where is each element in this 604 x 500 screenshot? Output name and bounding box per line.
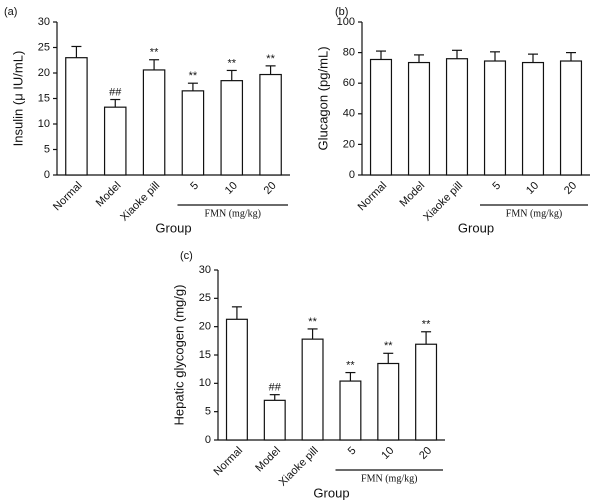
x-tick-label: Xiaoke pill	[421, 180, 465, 224]
x-axis-label: Group	[458, 220, 494, 235]
y-tick-label: 30	[199, 264, 211, 276]
y-tick-label: 15	[199, 349, 211, 361]
x-axis-label: Group	[155, 220, 191, 235]
error-bar	[528, 53, 538, 63]
x-tick-label: Xiaoke pill	[118, 180, 162, 224]
y-tick-label: 15	[38, 92, 50, 104]
y-tick-label: 25	[38, 41, 50, 53]
x-tick-label: 10	[223, 180, 240, 197]
bar	[415, 343, 438, 441]
x-tick-label: Xiaoke pill	[277, 445, 321, 489]
bar	[225, 318, 248, 441]
significance: **	[346, 359, 355, 371]
x-tick-label: Normal	[356, 180, 390, 214]
bar	[220, 80, 244, 176]
significance: **	[422, 319, 431, 331]
panel-label: (b)	[335, 6, 348, 18]
error-bar	[269, 394, 280, 401]
bar	[377, 362, 400, 441]
error-bar	[110, 98, 121, 108]
y-tick-label: 0	[349, 169, 355, 181]
x-tick-label: 10	[379, 445, 396, 462]
error-bar	[187, 82, 198, 91]
error-bar	[383, 352, 394, 364]
bar	[301, 338, 324, 441]
error-bar	[149, 59, 160, 70]
significance: ##	[109, 86, 122, 98]
group-label: FMN (mg/kg)	[506, 208, 562, 219]
error-bar	[414, 54, 424, 63]
bar	[559, 60, 583, 176]
error-bar	[421, 331, 432, 345]
bar	[263, 399, 286, 441]
error-bar	[71, 45, 82, 58]
y-axis-label: Glucagon (pg/mL)	[315, 46, 330, 150]
y-tick-label: 20	[199, 321, 211, 333]
bar	[181, 90, 205, 176]
error-bar	[452, 49, 462, 59]
bar	[142, 69, 166, 176]
x-tick-label: 20	[562, 180, 579, 197]
error-bar	[376, 50, 386, 60]
error-bar	[231, 306, 242, 320]
significance: **	[266, 53, 275, 65]
bar	[369, 58, 393, 176]
y-tick-label: 20	[38, 67, 50, 79]
x-tick-label: Normal	[51, 180, 85, 214]
y-tick-label: 0	[205, 434, 211, 446]
y-tick-label: 100	[337, 16, 355, 28]
bar	[103, 106, 127, 176]
bar	[445, 58, 469, 176]
bar	[339, 380, 362, 441]
x-tick-label: Model	[253, 445, 283, 475]
x-tick-label: 5	[188, 180, 201, 193]
x-tick-label: 20	[417, 445, 434, 462]
x-tick-label: Model	[94, 180, 124, 210]
y-axis-label: Hepatic glycogen (mg/g)	[171, 285, 186, 426]
group-label: FMN (mg/kg)	[205, 208, 261, 219]
group-label: FMN (mg/kg)	[361, 473, 417, 484]
significance: **	[308, 316, 317, 328]
significance: **	[384, 340, 393, 352]
error-bar	[307, 328, 318, 340]
x-tick-label: 5	[346, 445, 359, 458]
error-bar	[490, 51, 500, 62]
y-tick-label: 5	[205, 406, 211, 418]
y-tick-label: 10	[38, 118, 50, 130]
y-tick-label: 30	[38, 16, 50, 28]
y-tick-label: 0	[44, 169, 50, 181]
error-bar	[566, 51, 576, 62]
significance: **	[189, 70, 198, 82]
x-tick-label: 5	[490, 180, 503, 193]
error-bar	[226, 69, 237, 81]
significance: **	[227, 57, 236, 69]
y-tick-label: 25	[199, 292, 211, 304]
y-tick-label: 60	[343, 77, 355, 89]
y-tick-label: 20	[343, 138, 355, 150]
panel-label: (a)	[4, 6, 17, 18]
panel-label: (c)	[180, 250, 193, 262]
x-tick-label: Normal	[212, 445, 246, 479]
bar	[259, 73, 282, 176]
x-tick-label: 20	[262, 180, 279, 197]
bar	[521, 61, 545, 176]
y-tick-label: 40	[343, 108, 355, 120]
error-bar	[265, 65, 276, 75]
y-tick-label: 5	[44, 143, 50, 155]
error-bar	[345, 371, 356, 382]
x-axis-label: Group	[313, 485, 349, 500]
significance: ##	[269, 382, 282, 394]
x-tick-label: 10	[524, 180, 541, 197]
y-axis-label: Insulin (μ IU/mL)	[10, 51, 25, 147]
y-tick-label: 80	[343, 47, 355, 59]
bar	[65, 57, 88, 176]
x-tick-label: Model	[397, 180, 427, 210]
y-tick-label: 10	[199, 377, 211, 389]
bar	[483, 60, 507, 176]
bar	[407, 61, 431, 176]
significance: **	[150, 47, 159, 59]
